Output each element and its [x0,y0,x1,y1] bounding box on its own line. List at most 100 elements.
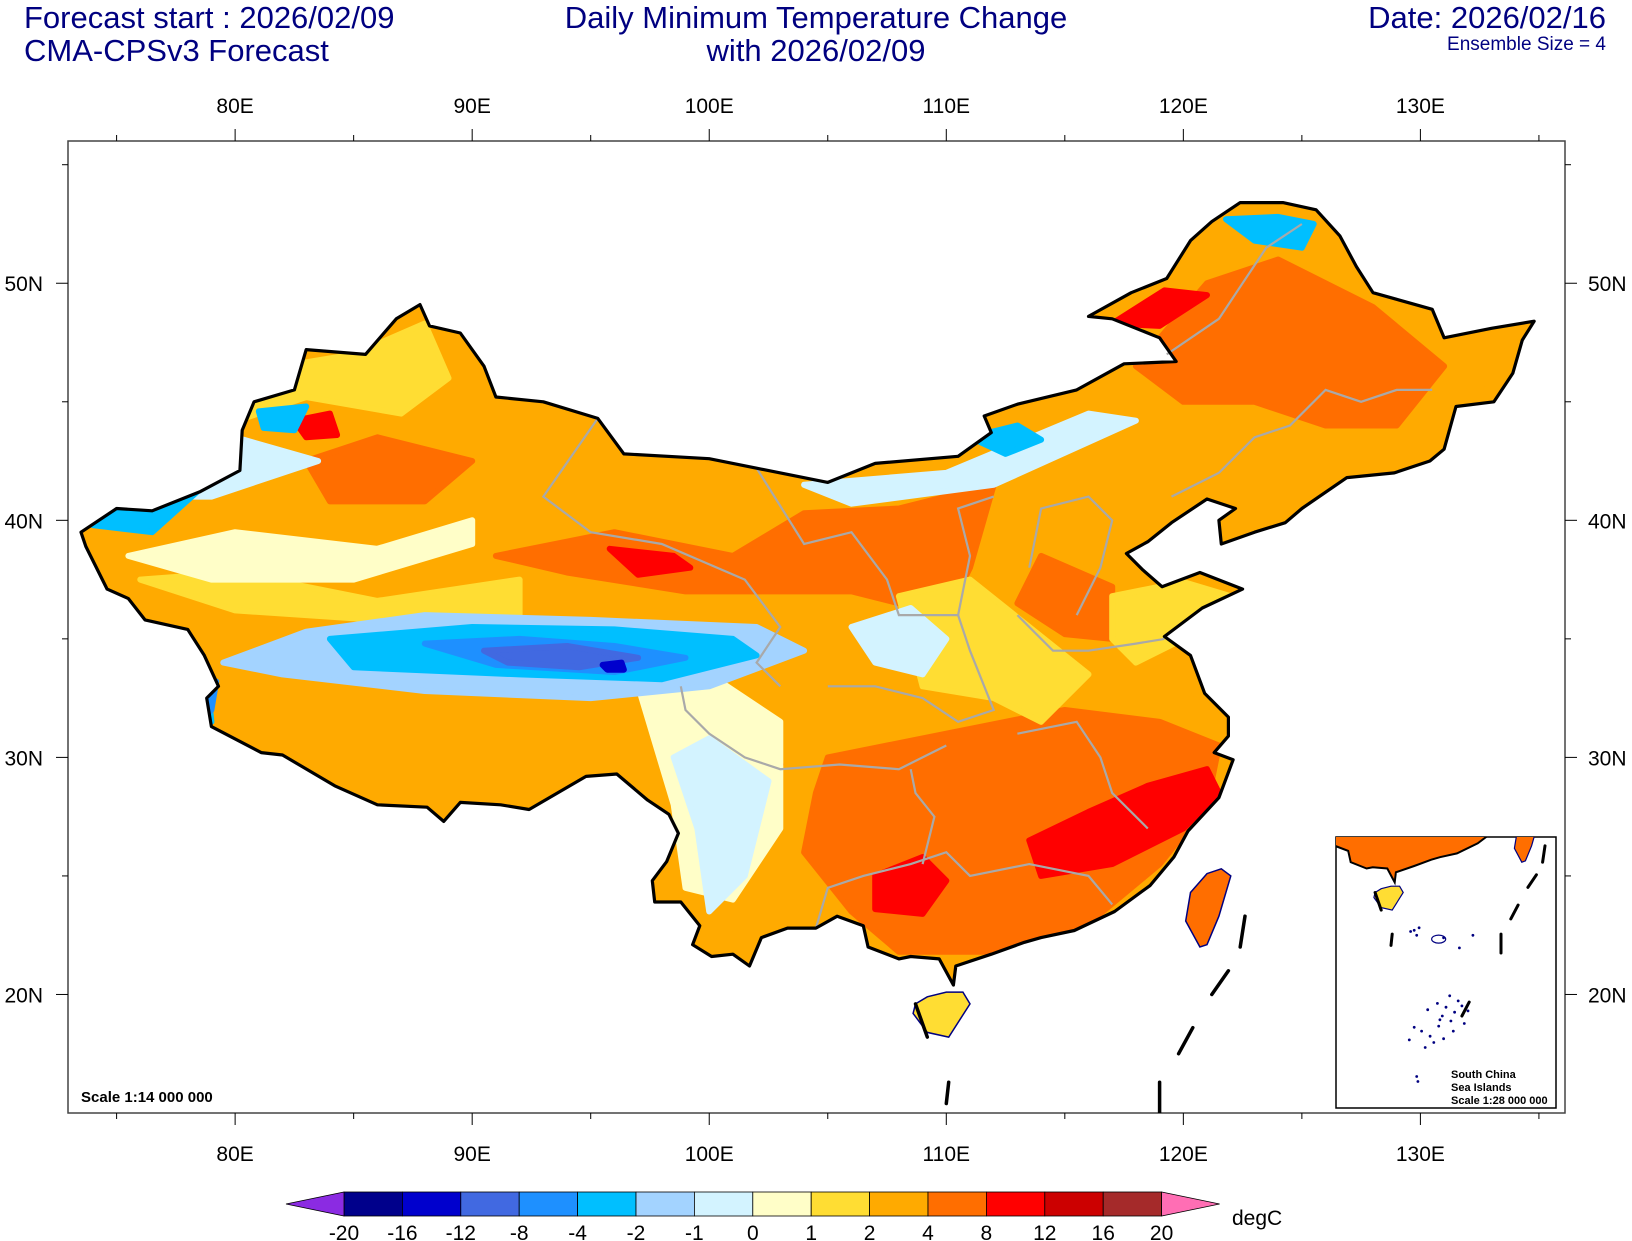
anomaly-region-minus4 [967,422,1045,457]
island-dot [1420,1029,1423,1033]
island-dot [1448,994,1452,998]
inset-dash-segment [1373,891,1383,912]
colorbar-swatch [343,1191,403,1217]
island-dot [1451,1029,1455,1033]
island-dot [1438,1018,1442,1022]
province-boundary [1166,223,1303,356]
nine-dash-line-main [913,914,1247,1113]
anomaly-region-8 [1132,256,1448,429]
inset-mainland [1336,837,1488,886]
island-dot [1412,1025,1416,1029]
inset-dash-segment [1460,1000,1471,1018]
island-dot [1416,1080,1420,1083]
inset-dash-segment [1541,844,1547,864]
colorbar-swatch [518,1191,579,1217]
colorbar-low-arrow [285,1191,345,1217]
island-dot [1428,1034,1432,1038]
dash-segment [1238,914,1247,949]
lon-label-bottom: 100E [685,1143,734,1166]
lat-label-right: 30N [1588,747,1627,770]
dash-segment [1176,1025,1195,1056]
anomaly-region-minus1 [670,735,772,915]
inset-title-line2: Sea Islands [1451,1082,1512,1094]
model-label: CMA-CPSv3 Forecast [24,33,329,68]
anomaly-region-8 [492,481,997,619]
island-dot [1432,1041,1436,1044]
colorbar-swatch [1102,1191,1162,1217]
inset-map: South China Sea Islands Scale 1:28 000 0… [1335,836,1557,1109]
island-dot [1449,1019,1453,1023]
dash-segment [913,1002,930,1039]
island-dot [1444,1005,1448,1009]
colorbar-swatch [810,1191,871,1217]
island-dot [1436,1002,1439,1005]
colorbar-tick-label: 2 [864,1222,876,1241]
temperature-change-field [81,202,1535,1038]
province-boundary [679,686,947,771]
inset-title-line1: South China [1451,1069,1517,1081]
axis-labels: 80E 80E 90E 90E 100E 100E 110E 110E 120E 120E 130E… [4,95,1626,1166]
island-dot [1440,1014,1444,1018]
province-boundary [1017,720,1149,830]
colorbar-tick-label: 16 [1092,1222,1115,1241]
colorbar-tick-label: -8 [510,1222,529,1241]
inset-scale-label: Scale 1:28 000 000 [1451,1095,1548,1107]
island-dot [1462,1022,1466,1025]
colorbar-tick-label: -20 [329,1222,359,1241]
colorbar-tick-label: 4 [922,1222,934,1241]
inset-taiwan [1513,837,1535,863]
forecast-start-label: Forecast start : 2026/02/09 [24,0,395,35]
colorbar-swatch [1044,1191,1104,1217]
colorbar-tick-label: -16 [387,1222,417,1241]
anomaly-region-minus16 [599,659,627,673]
lat-label-left: 40N [4,510,43,533]
lon-label-bottom: 90E [453,1143,490,1166]
valid-date-label: Date: 2026/02/16 [1368,0,1606,35]
colorbar-tick-label: -4 [568,1222,587,1241]
anomaly-region-minus4 [1223,213,1317,251]
province-boundary [541,417,782,688]
taiwan-island [1184,867,1232,948]
island-dot [1423,1046,1427,1049]
island-dot [1456,999,1460,1003]
inset-hainan [1373,885,1404,911]
lon-label-bottom: 130E [1396,1143,1445,1166]
lat-label-left: 20N [4,984,43,1007]
island-dot [1426,1008,1430,1012]
province-boundary [755,467,995,617]
island-dot [1460,1004,1464,1008]
lat-label-right: 20N [1588,984,1627,1007]
province-boundary [827,614,996,724]
island-dot [1417,926,1421,930]
national-border [79,201,1536,987]
inset-reef [1431,934,1447,944]
anomaly-region-12 [606,545,694,578]
colorbar-swatch [635,1191,695,1217]
lon-label-top: 130E [1396,95,1445,118]
colorbar-swatch [986,1191,1046,1217]
anomaly-region-minus4 [255,403,310,434]
anomaly-region-12 [1109,287,1210,329]
island-dot [1453,1010,1456,1014]
anomaly-region-minus1 [848,605,950,678]
island-dot [1458,946,1461,950]
hainan-island [912,991,971,1038]
province-boundary [1028,495,1114,616]
island-dot [1437,1024,1441,1028]
colorbar-tick-label: 20 [1150,1222,1173,1241]
axis-ticks [56,129,1577,1125]
province-boundary [814,850,1114,929]
inset-dash-segment [1509,903,1520,921]
anomaly-region-minus1 [801,410,1139,507]
dash-segment [944,1080,951,1106]
island-dot [1407,1038,1411,1042]
lon-label-bottom: 110E [923,1143,971,1166]
colorbar-unit-label: degC [1232,1207,1282,1230]
island-dot [1442,1037,1445,1041]
island-dot [1415,1075,1419,1078]
colorbar-tick-label: 0 [747,1222,759,1241]
colorbar-swatch [927,1191,987,1217]
island-dot [1412,928,1416,932]
lat-label-left: 30N [4,747,43,770]
